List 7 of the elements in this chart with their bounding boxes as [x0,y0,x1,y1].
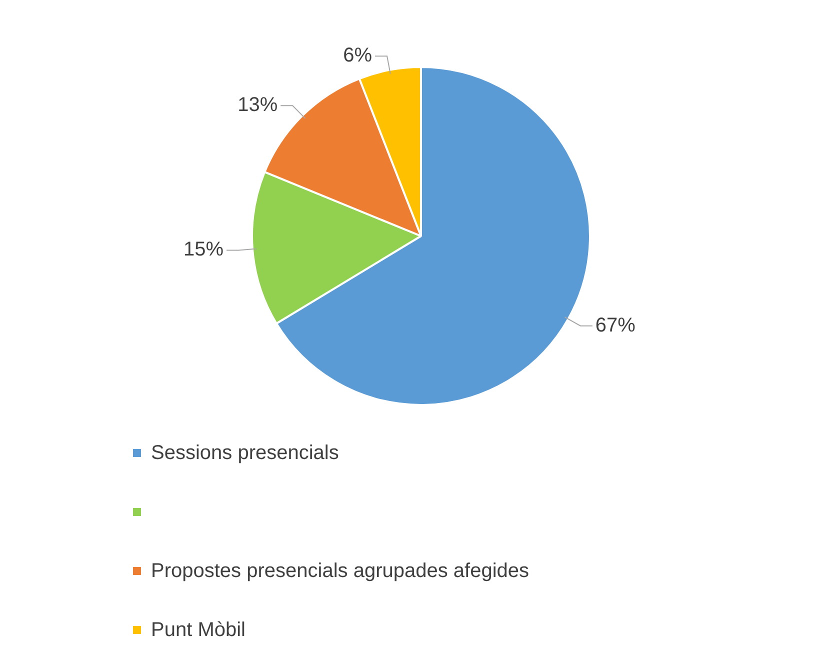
data-label: 67% [595,314,636,336]
data-label: 15% [184,238,224,261]
legend-label: Propostes presencials agrupades afegides [151,560,530,582]
data-label: 13% [238,94,278,116]
data-label: 6% [343,44,372,67]
legend-label: Sessions presencials [151,442,339,464]
legend-label: Punt Mòbil [151,618,246,642]
